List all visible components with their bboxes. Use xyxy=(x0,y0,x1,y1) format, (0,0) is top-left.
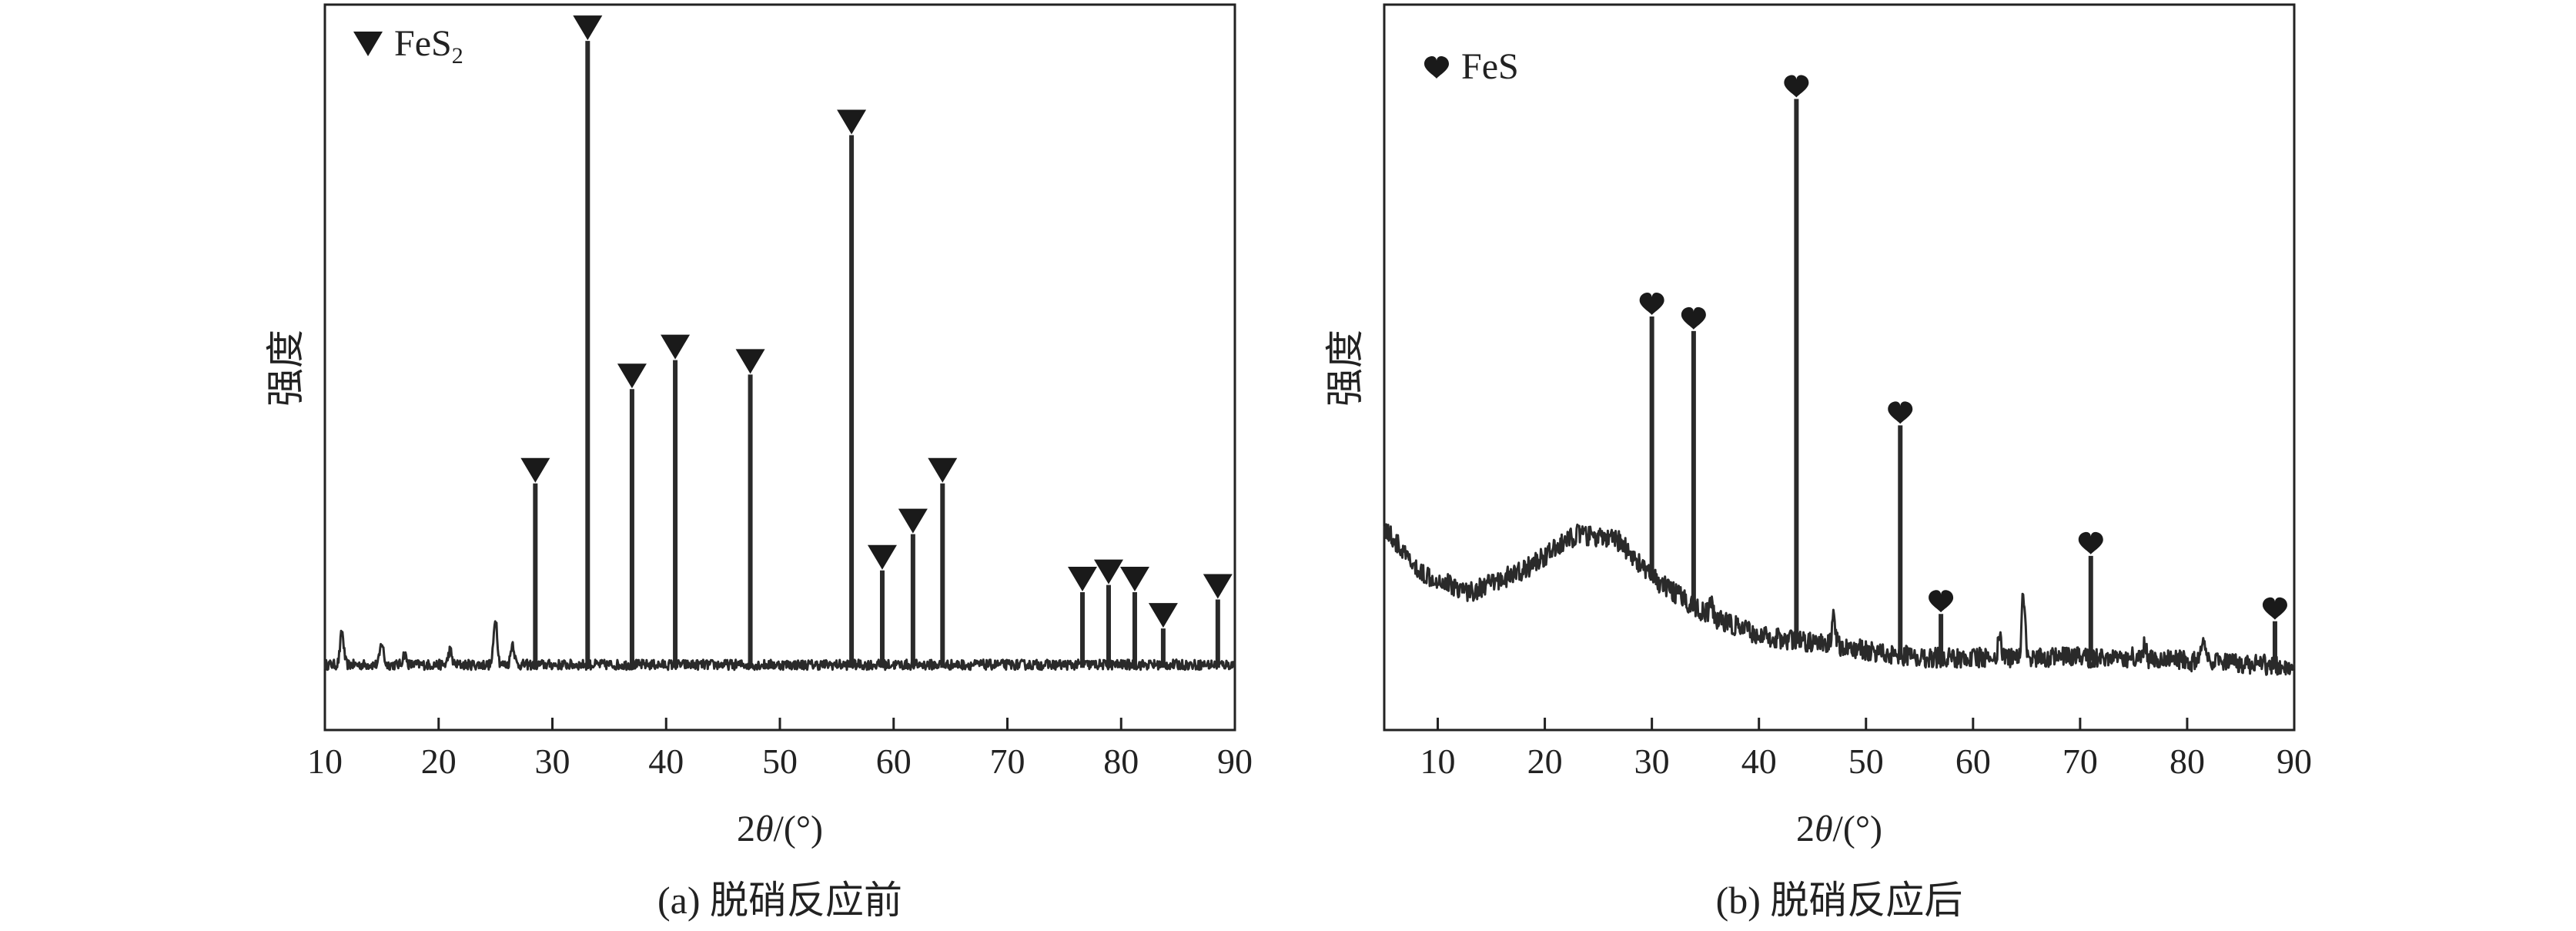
panel-a-xtick-label-90: 90 xyxy=(1217,742,1253,781)
panel-a-peak-marker-14-triangle-icon xyxy=(1203,574,1233,599)
panel-a-peak-marker-4-triangle-icon xyxy=(661,334,691,360)
panel-b-x-axis-title: 2θ/(°) xyxy=(1796,809,1882,849)
panel-b-caption: (b) 脱硝反应后 xyxy=(1716,879,1963,922)
panel-a-peak-marker-10-triangle-icon xyxy=(1068,567,1098,592)
panel-a-plot-frame xyxy=(323,3,1236,732)
panel-b-markers xyxy=(1639,75,2287,620)
panel-a-legend-text: FeS xyxy=(394,23,452,64)
panel-a-legend-triangle-icon xyxy=(353,32,383,56)
panel-b-xtick-label-20: 20 xyxy=(1527,742,1563,781)
panel-a-peak-marker-1-triangle-icon xyxy=(520,457,550,483)
panel-a-peak-marker-12-triangle-icon xyxy=(1119,567,1149,592)
panel-b-xtick-label-50: 50 xyxy=(1848,742,1884,781)
panel-a-peak-marker-7-triangle-icon xyxy=(867,544,897,570)
panel-a-xtick-label-50: 50 xyxy=(762,742,798,781)
panel-a-pattern-trace xyxy=(323,620,1236,671)
panel-b-legend-heart-icon xyxy=(1424,56,1449,79)
panel-b-xtick-label-70: 70 xyxy=(2062,742,2098,781)
panel-b-xtick-label-40: 40 xyxy=(1741,742,1777,781)
panel-a-y-axis-title: 强度 xyxy=(263,330,308,407)
panel-b-xticks: 10 20 30 40 50 60 70 80 90 xyxy=(1420,718,2312,781)
panel-b-legend-text: FeS xyxy=(1461,46,1519,87)
panel-b-pattern-trace xyxy=(1383,523,2296,676)
panel-a-peak-marker-13-triangle-icon xyxy=(1148,603,1178,628)
panel-a-legend: FeS2 xyxy=(353,23,463,69)
panel-b-xtick-label-10: 10 xyxy=(1420,742,1456,781)
panel-a-xtick-label-20: 20 xyxy=(421,742,457,781)
panel-a-xtick-label-70: 70 xyxy=(990,742,1025,781)
panel-a-peak-marker-11-triangle-icon xyxy=(1093,559,1123,584)
panel-b-trace-group xyxy=(1383,523,2296,676)
panel-a-caption: (a) 脱硝反应前 xyxy=(657,879,902,922)
panel-a-legend-label: FeS2 xyxy=(394,23,463,69)
panel-b-peak-marker-3-heart-icon xyxy=(1784,75,1809,98)
panel-a-xtick-label-40: 40 xyxy=(648,742,684,781)
panel-a-peak-marker-2-triangle-icon xyxy=(573,15,603,41)
panel-a-x-axis-title: 2θ/(°) xyxy=(737,809,823,849)
panel-a-legend-subscript: 2 xyxy=(452,43,463,69)
panel-a-markers xyxy=(520,15,1233,628)
panel-b-xtick-label-80: 80 xyxy=(2170,742,2205,781)
panel-a-xtick-label-10: 10 xyxy=(307,742,343,781)
panel-a-xtick-label-30: 30 xyxy=(535,742,570,781)
panel-a-peak-marker-3-triangle-icon xyxy=(617,363,647,389)
panel-b-xtick-label-30: 30 xyxy=(1634,742,1670,781)
panel-b-xtick-label-90: 90 xyxy=(2277,742,2312,781)
panel-b-peak-marker-5-heart-icon xyxy=(1929,590,1954,613)
panel-b-xtick-label-60: 60 xyxy=(1955,742,1991,781)
panel-b-y-axis-title: 强度 xyxy=(1323,330,1367,407)
panel-a-xtick-label-80: 80 xyxy=(1103,742,1139,781)
panel-b-peak-marker-7-heart-icon xyxy=(2262,597,2287,620)
panel-a: 10 20 30 40 50 60 70 80 90 FeS2 强度 2θ/(°) (a) 脱硝… xyxy=(263,3,1253,922)
panel-b: 10 20 30 40 50 60 70 80 90 FeS 强度 2θ/(°) (b) 脱硝反… xyxy=(1323,3,2312,922)
panel-a-xtick-label-60: 60 xyxy=(876,742,912,781)
panel-b-peak-marker-1-heart-icon xyxy=(1639,293,1664,316)
panel-b-peak-marker-2-heart-icon xyxy=(1681,306,1706,330)
panel-a-peak-marker-9-triangle-icon xyxy=(928,457,958,483)
panel-a-peak-marker-6-triangle-icon xyxy=(837,109,867,135)
panel-b-peak-marker-4-heart-icon xyxy=(1888,401,1913,424)
panel-b-plot-frame xyxy=(1383,3,2296,732)
panel-a-xticks: 10 20 30 40 50 60 70 80 90 xyxy=(307,718,1253,781)
panel-b-peak-marker-6-heart-icon xyxy=(2078,531,2103,554)
panel-b-legend: FeS xyxy=(1424,46,1519,87)
panel-a-trace-group xyxy=(323,620,1236,671)
panel-a-peaks xyxy=(533,41,1220,668)
panel-b-legend-label: FeS xyxy=(1461,46,1519,87)
panel-b-peaks xyxy=(1649,99,2277,668)
panel-a-peak-marker-5-triangle-icon xyxy=(735,349,765,374)
panel-a-peak-marker-8-triangle-icon xyxy=(898,508,928,534)
